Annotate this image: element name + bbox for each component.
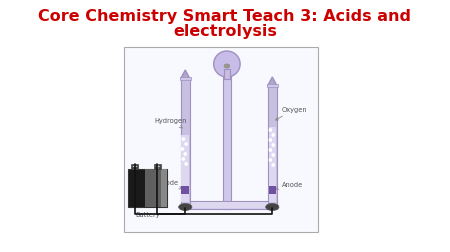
Text: Anode: Anode (276, 181, 303, 190)
Circle shape (184, 153, 186, 155)
Circle shape (269, 139, 271, 142)
Circle shape (272, 134, 274, 137)
Circle shape (269, 149, 271, 152)
Bar (181, 186, 189, 194)
Bar (154, 164, 161, 169)
Bar (269, 128, 276, 202)
Bar (162, 169, 167, 207)
Ellipse shape (224, 65, 230, 69)
Circle shape (182, 158, 184, 161)
Text: Hydrogen: Hydrogen (154, 117, 186, 129)
Text: −: − (132, 163, 138, 169)
Bar (223, 72, 231, 209)
Bar (267, 85, 278, 88)
Bar (181, 202, 276, 208)
Ellipse shape (266, 204, 279, 211)
Polygon shape (180, 71, 190, 80)
Circle shape (272, 154, 274, 156)
Bar (269, 186, 276, 194)
Bar (127, 169, 167, 207)
Text: electrolysis: electrolysis (173, 23, 277, 38)
Circle shape (269, 159, 271, 162)
Bar (180, 78, 191, 81)
Circle shape (181, 148, 184, 151)
Bar (145, 169, 167, 207)
Circle shape (272, 144, 274, 147)
Circle shape (185, 163, 187, 166)
Ellipse shape (214, 52, 240, 78)
Text: +: + (154, 163, 160, 169)
Circle shape (182, 138, 184, 141)
Text: Oxygen: Oxygen (275, 107, 307, 121)
Bar (180, 201, 277, 209)
Bar (181, 136, 189, 202)
Ellipse shape (179, 204, 192, 211)
Bar (224, 70, 230, 80)
Circle shape (185, 143, 187, 146)
Text: Core Chemistry Smart Teach 3: Acids and: Core Chemistry Smart Teach 3: Acids and (39, 9, 411, 23)
Bar (131, 164, 138, 169)
Bar (180, 80, 190, 204)
Circle shape (272, 164, 274, 167)
Text: Battery: Battery (135, 211, 160, 217)
Text: Cathode: Cathode (150, 179, 182, 189)
Bar (268, 87, 277, 204)
Polygon shape (268, 78, 277, 87)
Bar (124, 48, 318, 232)
Circle shape (269, 129, 271, 132)
